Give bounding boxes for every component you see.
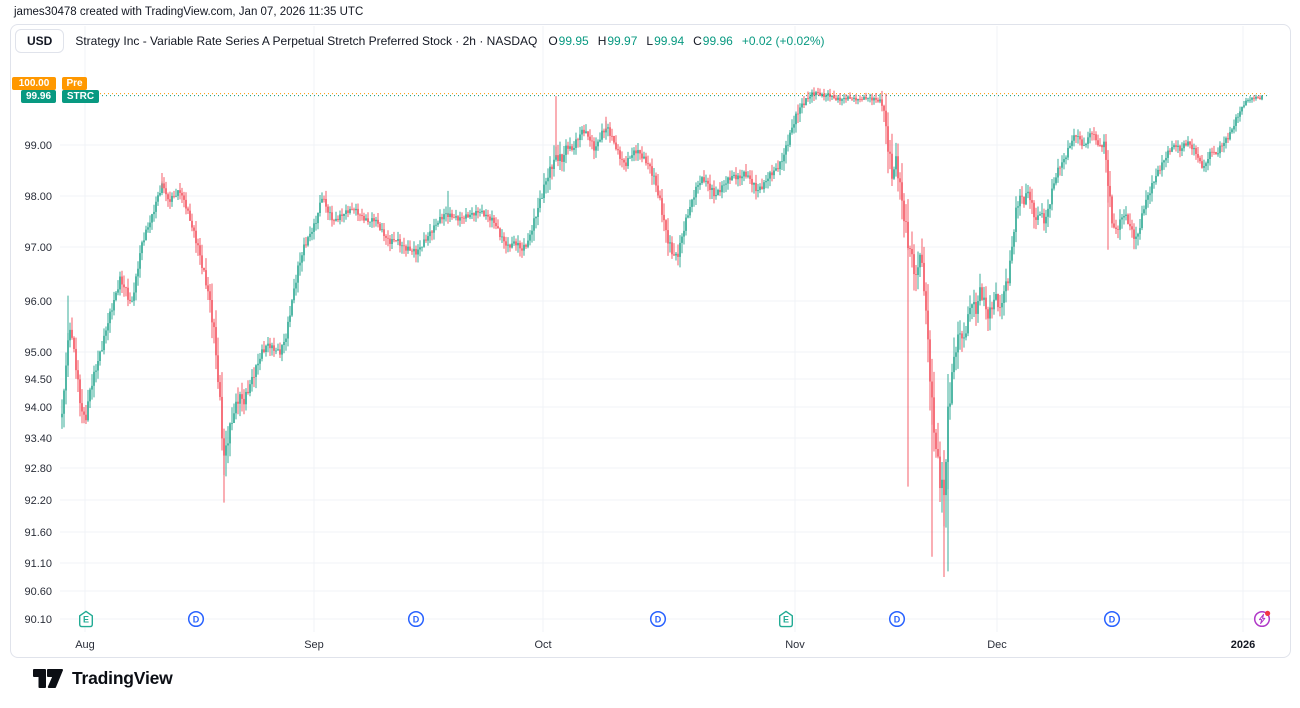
x-axis-label: Sep [304,639,324,651]
y-axis-label: 98.00 [24,191,52,203]
notification-dot [1265,610,1271,616]
y-axis-label: 91.10 [24,558,52,570]
candles [61,87,1263,577]
dividend-icon[interactable]: D [407,610,425,628]
open-label: O [548,34,558,48]
y-axis-label: 94.00 [24,402,52,414]
dividend-icon[interactable]: D [187,610,205,628]
grid [60,26,1290,632]
y-axis-label: 97.00 [24,242,52,254]
svg-text:D: D [894,614,901,624]
premarket-badge: Pre [62,77,87,90]
x-axis-label: Oct [534,639,551,651]
earnings-icon[interactable]: E [779,610,793,628]
svg-text:D: D [413,614,420,624]
premarket-price-label: 100.00 Pre [12,77,87,90]
chart-header: USD Strategy Inc - Variable Rate Series … [15,28,825,54]
premarket-price-value: 100.00 [12,77,56,90]
y-axis-label: 96.00 [24,296,52,308]
y-axis-label: 92.80 [24,463,52,475]
y-axis-label: 91.60 [24,527,52,539]
svg-text:E: E [83,614,89,624]
tradingview-logo[interactable]: TradingView [33,668,173,689]
x-axis-label: Nov [785,639,805,651]
svg-text:D: D [655,614,662,624]
x-axis[interactable]: Aug Sep Oct Nov Dec 2026 [75,639,1255,651]
svg-text:D: D [1109,614,1116,624]
y-axis-label: 94.50 [24,374,52,386]
low-label: L [646,34,654,48]
tradingview-logo-mark [33,669,63,688]
y-axis-label: 90.10 [24,614,52,626]
dividend-icon[interactable]: D [649,610,667,628]
open-value: 99.95 [558,34,589,48]
close-value: 99.96 [702,34,733,48]
attribution-text: james30478 created with TradingView.com,… [14,6,364,18]
y-axis[interactable]: 99.00 98.00 97.00 96.00 95.00 94.50 94.00 93.40… [24,140,52,626]
change-value: +0.02 (+0.02%) [741,34,825,48]
svg-text:D: D [193,614,200,624]
ohlc-values: O 99.95 H 99.97 L 99.94 C 99.96 +0.02 (+0.02… [548,34,824,48]
high-label: H [597,34,607,48]
x-axis-label: Dec [987,639,1007,651]
earnings-icon[interactable]: E [79,610,93,628]
tradingview-logo-text: TradingView [72,668,173,688]
currency-button[interactable]: USD [15,29,65,53]
y-axis-label: 92.20 [24,495,52,507]
symbol-title: Strategy Inc - Variable Rate Series A Pe… [75,34,538,48]
y-axis-label: 95.00 [24,347,52,359]
last-price-value: 99.96 [21,90,56,103]
x-axis-label: Aug [75,639,95,651]
close-label: C [693,34,702,48]
dividend-icon[interactable]: D [888,610,906,628]
flash-icon[interactable] [1253,610,1271,628]
low-value: 99.94 [654,34,685,48]
symbol-badge: STRC [62,90,99,103]
svg-text:E: E [783,614,789,624]
x-axis-label: 2026 [1231,639,1255,651]
y-axis-label: 99.00 [24,140,52,152]
dividend-icon[interactable]: D [1103,610,1121,628]
high-value: 99.97 [607,34,638,48]
price-lines [100,93,1268,97]
y-axis-label: 93.40 [24,433,52,445]
last-price-label: 99.96 STRC [21,90,99,103]
y-axis-label: 90.60 [24,586,52,598]
